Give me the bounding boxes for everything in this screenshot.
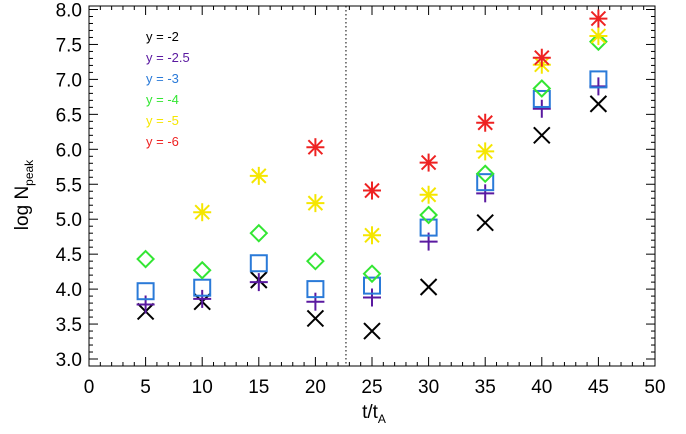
data-point: [589, 9, 608, 28]
data-point: [589, 70, 608, 89]
data-point: [476, 173, 495, 192]
legend-entry: y = -5: [146, 113, 179, 128]
data-point: [306, 138, 325, 157]
data-point: [249, 273, 268, 292]
series-5: [306, 9, 608, 200]
y-tick-label: 4.0: [56, 280, 82, 301]
y-tick-label: 6.5: [56, 105, 82, 126]
data-point: [305, 251, 325, 271]
data-point: [192, 260, 212, 280]
data-point: [589, 27, 608, 46]
data-point: [419, 278, 438, 296]
data-point: [419, 153, 438, 172]
data-point: [589, 95, 608, 113]
data-point: [136, 249, 156, 269]
legend: y = -2 y = -2.5 y = -3 y = -4 y = -5 y = -6: [146, 29, 190, 149]
x-axis-title: t/tA: [362, 402, 386, 426]
x-tick-label: 20: [305, 377, 326, 398]
data-point: [363, 276, 381, 295]
data-point: [419, 185, 438, 204]
y-tick-label: 3.5: [56, 315, 82, 336]
series-4: [193, 27, 608, 245]
data-point: [193, 278, 212, 297]
y-tick-label: 8.0: [56, 0, 82, 21]
x-tick-label: 30: [418, 377, 439, 398]
x-tick-label: 10: [192, 377, 213, 398]
x-tick-label: 25: [361, 377, 382, 398]
data-point: [193, 289, 212, 308]
data-point: [476, 213, 494, 232]
data-point: [588, 32, 608, 52]
y-axis-title: log Npeak: [12, 159, 36, 230]
y-tick-label: 7.5: [56, 35, 82, 56]
data-point: [589, 77, 608, 96]
legend-entry: y = -2: [146, 29, 179, 44]
data-point: [362, 264, 382, 284]
data-point: [532, 79, 552, 98]
data-point: [136, 282, 155, 301]
y-tick-label: 3.0: [56, 350, 82, 371]
legend-entry: y = -3: [146, 71, 179, 86]
x-tick-label: 40: [531, 377, 552, 398]
series-2: [136, 70, 608, 301]
x-tick-label: 0: [84, 377, 95, 398]
data-point: [476, 113, 495, 132]
data-points: [136, 9, 608, 340]
series-3: [136, 32, 608, 284]
data-point: [363, 322, 381, 340]
y-tick-label: 4.5: [56, 245, 82, 266]
x-tick-label: 35: [475, 377, 496, 398]
legend-entry: y = -4: [146, 92, 179, 107]
data-point: [306, 280, 325, 299]
legend-entry: y = -2.5: [146, 50, 190, 65]
data-point: [249, 166, 268, 185]
axes: 0 5 10 15 20 25 30 35 40 45 50 3.0 3.5 4.0 4.5 5.0 5.5 6.…: [56, 0, 666, 398]
series-1: [136, 77, 608, 314]
data-point: [476, 184, 495, 203]
data-point: [306, 194, 325, 213]
y-tick-label: 7.0: [56, 70, 82, 91]
data-point: [419, 205, 439, 225]
data-point: [533, 126, 551, 145]
x-tick-label: 5: [140, 377, 151, 398]
data-point: [193, 203, 212, 222]
data-point: [249, 254, 268, 273]
data-point: [475, 164, 495, 184]
x-tick-label: 50: [644, 377, 665, 398]
data-point: [532, 89, 551, 108]
data-point: [532, 48, 551, 67]
x-tick-label: 45: [588, 377, 609, 398]
y-tick-label: 5.5: [56, 175, 82, 196]
data-point: [306, 309, 325, 328]
data-point: [363, 181, 381, 200]
data-point: [476, 142, 495, 161]
y-tick-label: 5.0: [56, 210, 82, 231]
data-point: [249, 223, 269, 243]
data-point: [363, 226, 381, 245]
data-point: [136, 295, 155, 314]
data-point: [419, 218, 438, 237]
y-tick-label: 6.0: [56, 140, 82, 161]
data-point: [532, 99, 551, 118]
data-point: [363, 288, 381, 307]
data-point: [306, 292, 325, 311]
x-tick-label: 15: [248, 377, 269, 398]
legend-entry: y = -6: [146, 134, 179, 149]
